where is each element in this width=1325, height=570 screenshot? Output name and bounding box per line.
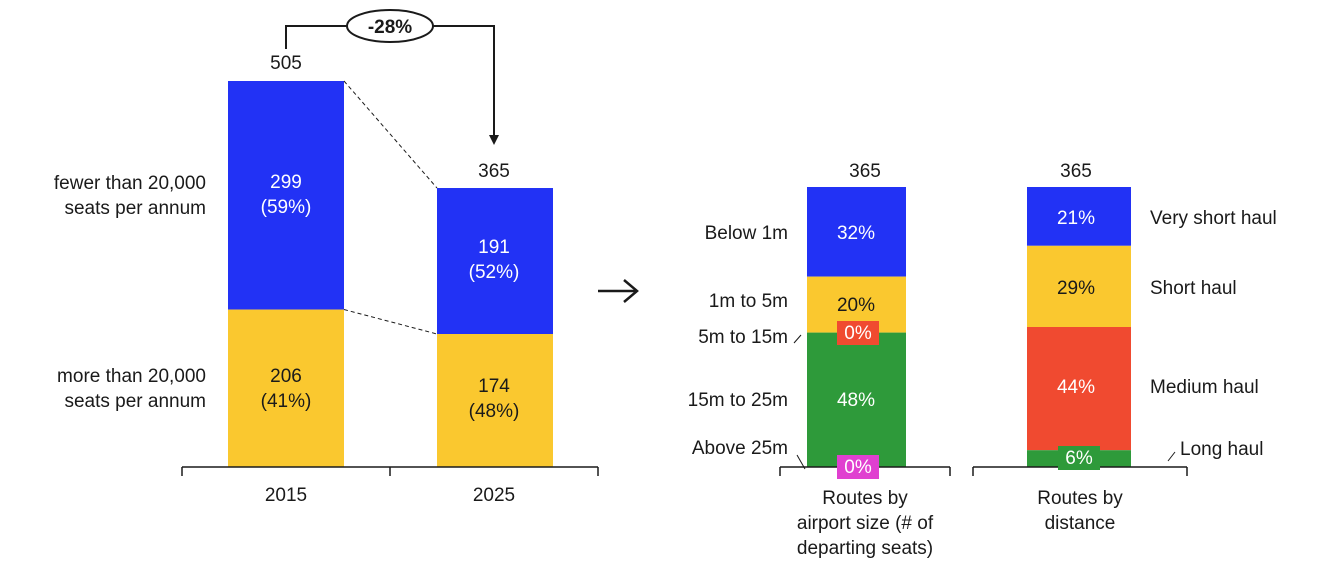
connector-mid-dashed <box>343 309 438 335</box>
total-label: 365 <box>1060 161 1092 182</box>
connector-top-dashed <box>343 80 438 189</box>
category-label-short-haul: Short haul <box>1150 278 1237 299</box>
bar-2015-fewer-than-20000 <box>228 81 344 310</box>
category-label-15m-to-25m: 15m to 25m <box>688 390 788 411</box>
category-label-long-haul: Long haul <box>1180 439 1263 460</box>
change-badge <box>346 9 434 43</box>
data-label-2025-more-value: 174 <box>478 376 510 397</box>
data-label-2015-fewer-pct: (59%) <box>261 197 312 218</box>
right-arrow-icon <box>598 279 639 303</box>
leader-line-5m-to-15m <box>793 334 802 344</box>
data-label-short-haul: 29% <box>1057 278 1095 299</box>
x-label-line2: distance <box>1045 513 1116 534</box>
data-label-2025-fewer-value: 191 <box>478 237 510 258</box>
x-label-line1: Routes by <box>822 488 908 509</box>
leader-line-above-25m <box>796 454 806 470</box>
data-label-2015-more-value: 206 <box>270 366 302 387</box>
series-label-more-line1: more than 20,000 <box>57 366 206 387</box>
bar-segment-below-1m <box>807 187 906 277</box>
bar-segment-short-haul <box>1027 245 1131 327</box>
data-label-2025-fewer-pct: (52%) <box>469 262 520 283</box>
category-label-5m-to-15m: 5m to 15m <box>698 327 788 348</box>
data-label-above-25m: 0% <box>844 457 872 478</box>
total-label: 365 <box>849 161 881 182</box>
bar-segment-very-short-haul <box>1027 187 1131 246</box>
data-label-2015-fewer-value: 299 <box>270 172 302 193</box>
total-label-2015: 505 <box>270 53 302 74</box>
bar-segment-15m-to-25m <box>807 332 906 467</box>
bar-2025-more-than-20000 <box>437 334 553 467</box>
data-label-2015-more-pct: (41%) <box>261 391 312 412</box>
x-tick-label-2015: 2015 <box>265 485 307 506</box>
chart-3-routes-by-distance: 365 21% 29% 44% 6% Very short haul Short… <box>972 161 1277 534</box>
x-tick-label-2025: 2025 <box>473 485 515 506</box>
category-label-below-1m: Below 1m <box>705 223 788 244</box>
data-label-5m-to-15m: 0% <box>844 323 872 344</box>
series-label-fewer-line1: fewer than 20,000 <box>54 173 206 194</box>
leader-line-long-haul <box>1167 451 1176 462</box>
label-badge-long-haul <box>1058 446 1100 470</box>
data-label-2025-more-pct: (48%) <box>469 401 520 422</box>
bar-2015-more-than-20000 <box>228 309 344 467</box>
data-label-below-1m: 32% <box>837 223 875 244</box>
series-label-fewer-line2: seats per annum <box>64 198 206 219</box>
data-label-very-short-haul: 21% <box>1057 208 1095 229</box>
x-label-line1: Routes by <box>1037 488 1123 509</box>
chart-1-seats-comparison: 2015 2025 505 365 299 (59%) 206 (41%) 19… <box>54 9 599 506</box>
chart-2-routes-by-airport-size: 365 32% 20% 0% 48% 0% Below 1m 1m to 5m … <box>688 161 951 559</box>
series-label-more-line2: seats per annum <box>64 391 206 412</box>
total-label-2025: 365 <box>478 161 510 182</box>
category-label-above-25m: Above 25m <box>692 438 788 459</box>
category-label-medium-haul: Medium haul <box>1150 377 1259 398</box>
bar-segment-medium-haul <box>1027 327 1131 451</box>
x-label-line3: departing seats) <box>797 538 933 559</box>
zero-badge-above-25m <box>837 455 879 479</box>
category-label-1m-to-5m: 1m to 5m <box>709 291 788 312</box>
category-label-very-short-haul: Very short haul <box>1150 208 1277 229</box>
data-label-long-haul: 6% <box>1065 448 1093 469</box>
change-label: -28% <box>368 17 412 38</box>
zero-badge-5m-to-15m <box>837 321 879 345</box>
x-label-line2: airport size (# of <box>797 513 934 534</box>
bar-2025-fewer-than-20000 <box>437 188 553 335</box>
data-label-1m-to-5m: 20% <box>837 295 875 316</box>
data-label-15m-to-25m: 48% <box>837 390 875 411</box>
data-label-medium-haul: 44% <box>1057 377 1095 398</box>
